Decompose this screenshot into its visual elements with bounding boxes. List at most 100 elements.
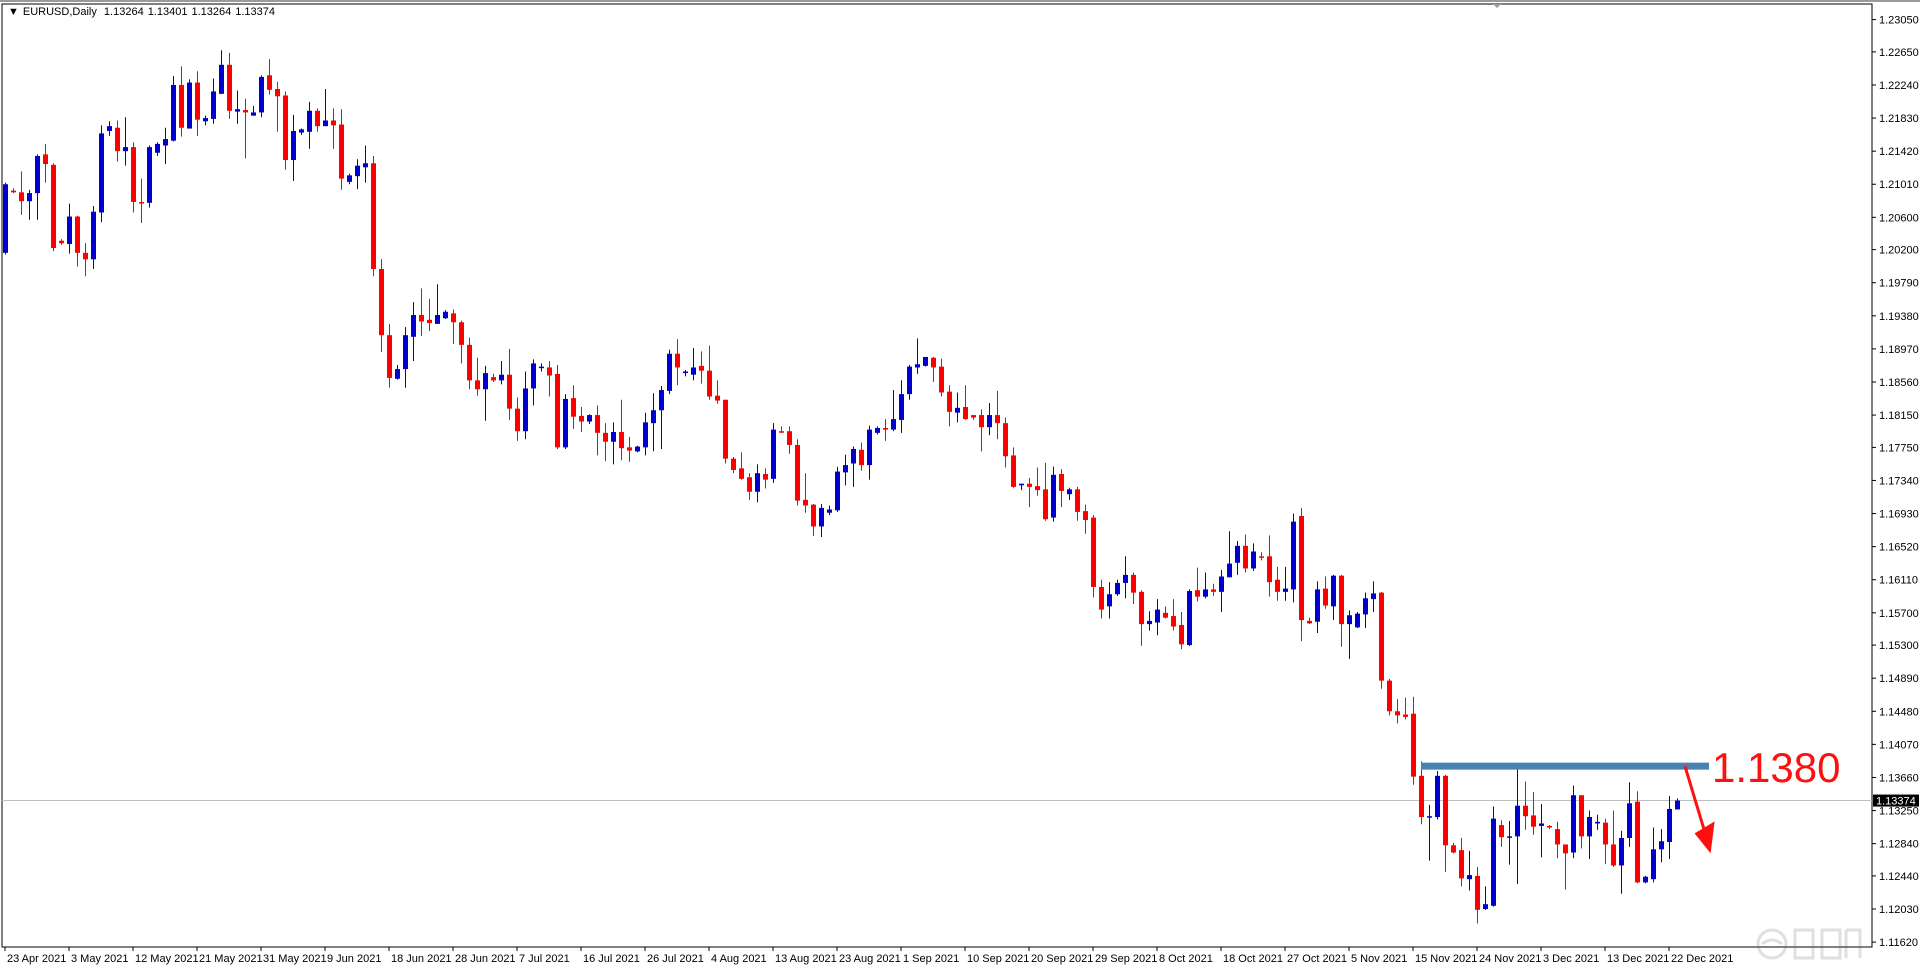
candle bbox=[355, 159, 360, 190]
candle bbox=[1563, 844, 1568, 890]
candle-body bbox=[707, 370, 712, 397]
candle bbox=[235, 90, 240, 124]
candle bbox=[459, 320, 464, 364]
candle-body bbox=[1427, 816, 1432, 818]
symbol-timeframe: EURUSD,Daily bbox=[22, 6, 97, 18]
date-tick-label: 3 May 2021 bbox=[71, 953, 128, 965]
candle bbox=[1107, 582, 1112, 619]
candle-body bbox=[83, 252, 88, 260]
candle bbox=[627, 436, 632, 462]
candle-body bbox=[571, 398, 576, 417]
chart-title: ▼ EURUSD,Daily 1.13264 1.13401 1.13264 1.133… bbox=[8, 6, 279, 18]
candle-body bbox=[1331, 575, 1336, 607]
candle bbox=[1387, 679, 1392, 716]
candle-body bbox=[1371, 593, 1376, 600]
candle-body bbox=[827, 509, 832, 513]
candle bbox=[1291, 513, 1296, 603]
candle bbox=[115, 120, 120, 162]
candle bbox=[155, 142, 160, 157]
candle-body bbox=[787, 431, 792, 445]
candle bbox=[851, 446, 856, 487]
candle bbox=[1435, 771, 1440, 820]
candle-body bbox=[779, 431, 784, 433]
candle bbox=[1515, 764, 1520, 885]
candle-body bbox=[1531, 815, 1536, 827]
candle-body bbox=[995, 415, 1000, 424]
candle bbox=[123, 117, 128, 166]
candle-body bbox=[1443, 775, 1448, 846]
candle bbox=[811, 503, 816, 537]
candle bbox=[987, 402, 992, 436]
candle-body bbox=[1555, 829, 1560, 845]
time-axis[interactable]: 23 Apr 2021 3 May 2021 12 May 2021 21 May 2… bbox=[4, 947, 1733, 965]
candle bbox=[755, 464, 760, 503]
candle bbox=[955, 392, 960, 423]
candle-body bbox=[1451, 845, 1456, 853]
candle-body bbox=[851, 448, 856, 464]
candle bbox=[1427, 804, 1432, 861]
candle bbox=[1635, 791, 1640, 884]
candle bbox=[1451, 842, 1456, 854]
candle bbox=[467, 337, 472, 390]
candle-body bbox=[1235, 545, 1240, 563]
candle bbox=[843, 454, 848, 486]
price-tick-label: 1.16520 bbox=[1879, 542, 1919, 554]
candle-body bbox=[1499, 825, 1504, 838]
candle-body bbox=[907, 366, 912, 395]
candle-body bbox=[699, 365, 704, 371]
candle-body bbox=[387, 335, 392, 378]
candle-body bbox=[19, 192, 24, 202]
candle bbox=[691, 348, 696, 381]
candle-body bbox=[1195, 590, 1200, 597]
candle bbox=[1379, 591, 1384, 689]
candle-body bbox=[1355, 613, 1360, 628]
candle-body bbox=[179, 84, 184, 128]
candle bbox=[1115, 579, 1120, 596]
candle bbox=[67, 203, 72, 254]
candle bbox=[451, 309, 456, 345]
candle bbox=[1315, 581, 1320, 633]
candle-body bbox=[1403, 714, 1408, 717]
candle-body bbox=[603, 432, 608, 442]
candle-body bbox=[411, 314, 416, 337]
candle bbox=[363, 145, 368, 183]
candle-body bbox=[235, 109, 240, 112]
candle bbox=[675, 339, 680, 386]
candle bbox=[1083, 504, 1088, 534]
candle-body bbox=[1491, 818, 1496, 906]
candle-body bbox=[875, 427, 880, 433]
date-tick-label: 4 Aug 2021 bbox=[711, 953, 767, 965]
triangle-down-icon[interactable]: ▼ bbox=[8, 6, 19, 18]
candle bbox=[243, 98, 248, 159]
candle-body bbox=[555, 373, 560, 448]
date-tick-label: 10 Sep 2021 bbox=[967, 953, 1029, 965]
candle-body bbox=[507, 374, 512, 409]
candle-body bbox=[955, 407, 960, 413]
candle-body bbox=[1115, 582, 1120, 595]
candle-body bbox=[1139, 591, 1144, 625]
candle-body bbox=[1579, 795, 1584, 837]
candle bbox=[667, 349, 672, 395]
candle-body bbox=[1395, 711, 1400, 716]
candle bbox=[1027, 478, 1032, 508]
candle-body bbox=[1291, 521, 1296, 590]
candle bbox=[1091, 515, 1096, 598]
candle bbox=[139, 178, 144, 223]
date-tick-label: 27 Oct 2021 bbox=[1287, 953, 1347, 965]
date-tick-label: 9 Jun 2021 bbox=[327, 953, 381, 965]
candle bbox=[635, 445, 640, 453]
candle bbox=[1595, 814, 1600, 830]
candle-body bbox=[1187, 591, 1192, 646]
price-axis[interactable]: 1.23050 1.22650 1.22240 1.21830 1.21420 1.210… bbox=[1872, 15, 1919, 950]
candle-body bbox=[523, 388, 528, 432]
resistance-level-label: 1.1380 bbox=[1712, 744, 1840, 791]
candle bbox=[699, 351, 704, 384]
candle-body bbox=[867, 429, 872, 466]
candle bbox=[219, 50, 224, 94]
candle-body bbox=[163, 139, 168, 146]
candle-body bbox=[1147, 620, 1152, 625]
candle bbox=[1187, 589, 1192, 646]
chart-shift-marker-icon bbox=[1493, 4, 1501, 8]
price-tick-label: 1.18150 bbox=[1879, 410, 1919, 422]
